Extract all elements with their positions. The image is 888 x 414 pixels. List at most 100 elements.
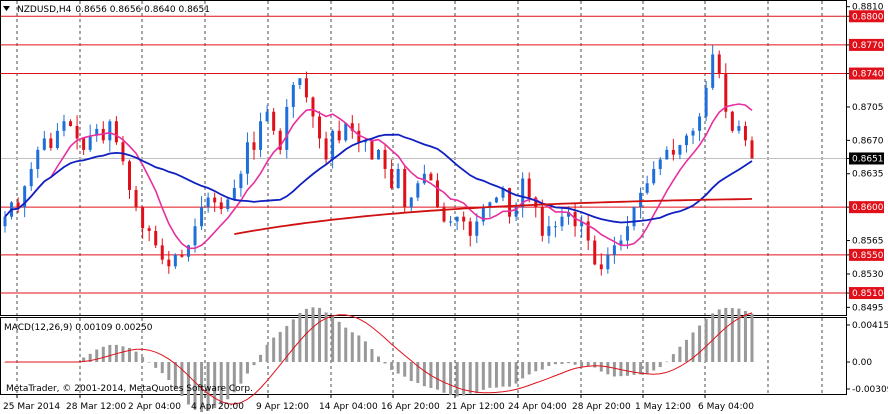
candle-body (698, 116, 702, 131)
candle-body (36, 149, 40, 169)
candle-body (82, 138, 86, 150)
macd-bar (619, 362, 623, 377)
candle-body (501, 188, 505, 198)
macd-bar (573, 362, 577, 365)
candle-body (245, 142, 249, 174)
level-price-tag (849, 287, 884, 300)
candle-body (704, 87, 708, 117)
candle-body (737, 126, 741, 131)
macd-bar (704, 318, 708, 362)
candle-body (23, 186, 27, 208)
candle-body (16, 202, 20, 208)
macd-bar (167, 362, 171, 381)
macd-bar (534, 362, 538, 372)
macd-bar (632, 362, 636, 375)
candle-body (200, 207, 204, 227)
candle-body (167, 259, 171, 267)
macd-bar (219, 362, 223, 405)
candle-body (442, 207, 446, 222)
macd-bar (180, 362, 184, 397)
candle-body (304, 78, 308, 98)
candle-body (285, 106, 289, 150)
macd-bar (232, 362, 236, 393)
candle-body (180, 254, 184, 257)
candle-body (291, 84, 295, 107)
macd-bar (475, 362, 479, 394)
macd-bar (553, 362, 557, 365)
candle-body (416, 183, 420, 198)
candle-body (337, 130, 341, 141)
candle-body (95, 128, 99, 136)
macd-bar (363, 341, 367, 362)
ma-slow-line (234, 198, 753, 235)
candle-body (534, 197, 538, 208)
macd-bar (645, 362, 649, 374)
candle-body (580, 221, 584, 227)
candle-body (108, 121, 112, 141)
candle-body (475, 221, 479, 236)
macd-bar (455, 362, 459, 397)
time-label: 16 Apr 20:00 (381, 402, 440, 412)
time-label: 6 May 04:00 (698, 402, 754, 412)
candle-body (678, 145, 682, 155)
price-label: 0.8740 (852, 70, 884, 80)
triangle-down-icon[interactable] (3, 6, 10, 11)
time-axis: 25 Mar 2014 28 Mar 12:00 2 Apr 04:00 4 Apr … (3, 394, 754, 412)
candle-body (593, 240, 597, 265)
macd-bar (291, 319, 295, 362)
price-label: 0.8495 (852, 303, 884, 313)
candle-body (324, 138, 328, 160)
macd-bar (265, 344, 269, 362)
candle-body (114, 121, 118, 143)
candle-body (3, 216, 7, 227)
price-label: 0.8550 (852, 251, 884, 261)
candle-body (508, 188, 512, 217)
candle-body (626, 226, 629, 241)
macd-bar (259, 354, 263, 362)
macd-bar (134, 351, 138, 362)
macd-bar (213, 362, 217, 409)
level-price-tag (849, 248, 884, 261)
candle-body (750, 140, 754, 159)
candle-body (278, 130, 282, 150)
macd-bar (409, 362, 413, 382)
macd-bar (514, 362, 518, 384)
candle-body (691, 130, 695, 136)
candle-body (128, 161, 131, 190)
macd-bar (95, 349, 99, 362)
macd-bar (442, 362, 446, 393)
candle-body (370, 140, 374, 160)
candle-body (429, 173, 433, 181)
macd-bar (88, 353, 92, 362)
macd-bar (684, 339, 688, 362)
candle-body (390, 168, 394, 189)
time-label: 2 Apr 04:00 (128, 402, 181, 412)
time-label: 14 Apr 04:00 (319, 402, 378, 412)
candle-body (553, 226, 557, 228)
price-label: 0.8670 (852, 136, 884, 146)
time-label: 1 May 12:00 (635, 402, 691, 412)
macd-bar (128, 347, 131, 362)
macd-bar (101, 346, 105, 362)
macd-bar (377, 356, 380, 362)
macd-bar (626, 362, 629, 376)
candle-body (147, 228, 151, 232)
macd-bar (435, 362, 439, 390)
macd-bar (147, 362, 151, 363)
macd-bar (141, 357, 145, 362)
time-label: 28 Apr 20:00 (572, 402, 631, 412)
candle-body (160, 245, 164, 260)
macd-bar (481, 362, 485, 390)
candle-body (671, 149, 675, 155)
candle-body (717, 54, 721, 74)
macd-axis-label: -0.00309 (852, 385, 888, 395)
current-price-tag (849, 152, 884, 165)
price-label: 0.8800 (852, 12, 884, 22)
candle-body (213, 197, 217, 203)
macd-bar (691, 332, 695, 362)
price-label: 0.8530 (852, 270, 884, 280)
level-price-tag (849, 67, 884, 80)
candle-body (219, 202, 223, 210)
